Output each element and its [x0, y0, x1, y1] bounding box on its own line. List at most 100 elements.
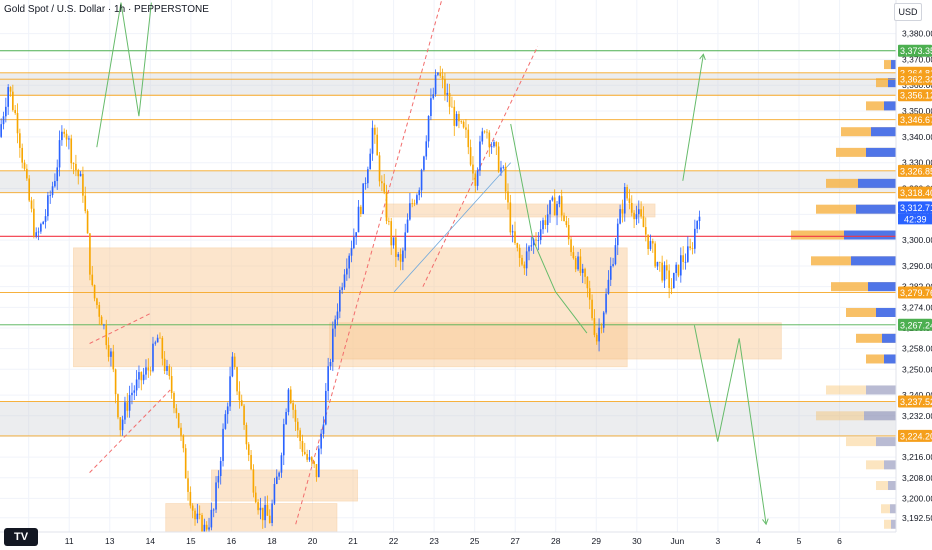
candle-body	[222, 428, 224, 462]
candle-body	[560, 196, 563, 216]
candle-body	[691, 248, 694, 249]
candle-body	[273, 483, 276, 504]
candle-body	[103, 324, 105, 326]
candle-body	[490, 146, 493, 148]
candle-body	[301, 441, 304, 452]
volume-profile-bar	[876, 481, 896, 491]
candle-body	[346, 268, 348, 275]
candle-body	[532, 239, 535, 246]
candle-body	[79, 173, 82, 177]
candle-body	[458, 113, 460, 122]
candle-body	[687, 246, 689, 262]
candle-body	[133, 390, 136, 393]
candle-body	[371, 127, 374, 154]
candle-body	[395, 237, 397, 257]
candle-body	[58, 140, 61, 168]
candle-body	[9, 87, 12, 92]
volume-profile-bar-blue	[891, 519, 896, 529]
candle-body	[329, 361, 332, 367]
candle-body	[250, 455, 252, 470]
price-tick-label: 3,258.00	[902, 344, 932, 354]
candle-body	[12, 91, 14, 111]
candle-body	[495, 142, 498, 147]
time-tick-label: 20	[308, 536, 318, 546]
grey-band	[0, 72, 896, 96]
candle-body	[208, 527, 210, 530]
candle-body	[30, 200, 33, 209]
price-tick-label: 3,216.00	[902, 452, 932, 462]
volume-profile-bar	[826, 385, 896, 395]
candle-body	[672, 272, 675, 289]
candle-body	[446, 92, 449, 95]
price-badge-label: 3,312.71	[900, 203, 932, 213]
supply-demand-zone	[384, 203, 656, 218]
volume-profile-bar-blue	[876, 437, 896, 447]
candle-body	[154, 342, 157, 344]
candle-body	[114, 369, 117, 395]
candle-body	[294, 409, 297, 422]
price-tick-label: 3,370.00	[902, 54, 932, 64]
candle-body	[362, 183, 364, 214]
candle-body	[623, 187, 626, 214]
candle-body	[642, 216, 645, 228]
price-badge	[898, 318, 932, 331]
candle-body	[107, 345, 110, 357]
candle-body	[201, 515, 203, 536]
candle-body	[215, 482, 217, 510]
candle-body	[383, 183, 386, 192]
candle-body	[112, 351, 115, 370]
candle-body	[135, 379, 138, 391]
price-tick-label: 3,330.00	[902, 158, 932, 168]
candle-body	[2, 116, 5, 125]
candle-body	[61, 131, 63, 141]
candle-body	[537, 240, 540, 241]
candle-body	[416, 195, 418, 204]
price-tick-label: 3,200.00	[902, 493, 932, 503]
candle-body	[292, 403, 294, 410]
candle-body	[376, 134, 379, 156]
price-tick-label: 3,240.00	[902, 390, 932, 400]
candle-body	[159, 337, 161, 339]
candle-body	[427, 115, 430, 142]
volume-profile-bar	[876, 78, 896, 88]
candle-body	[56, 167, 59, 182]
candle-body	[558, 196, 561, 204]
candle-body	[177, 413, 180, 428]
candle-body	[243, 405, 245, 425]
candle-body	[696, 221, 698, 229]
candle-body	[481, 131, 484, 142]
time-tick-label: 28	[551, 536, 561, 546]
candle-body	[546, 214, 549, 225]
candle-body	[119, 417, 122, 431]
candle-body	[212, 509, 215, 511]
candle-body	[595, 334, 598, 342]
candle-body	[189, 491, 192, 506]
candle-body	[397, 254, 400, 257]
candle-body	[462, 121, 465, 128]
candle-body	[497, 146, 500, 172]
candle-body	[126, 402, 129, 411]
candle-body	[334, 319, 336, 329]
candle-body	[630, 202, 633, 213]
candle-body	[574, 258, 577, 270]
volume-profile-bar-blue	[864, 411, 896, 421]
candle-body	[65, 133, 68, 140]
candle-body	[553, 197, 556, 216]
price-badge-label: 3,237.52	[900, 397, 932, 407]
candle-body	[448, 92, 451, 107]
time-tick-label: 13	[105, 536, 115, 546]
candle-body	[542, 220, 544, 230]
candle-body	[677, 264, 680, 276]
candle-body	[191, 505, 194, 511]
candle-body	[303, 451, 306, 455]
price-badge	[898, 164, 932, 177]
volume-profile-bar	[881, 504, 896, 514]
candle-body	[418, 190, 421, 196]
currency-selector[interactable]: USD	[894, 3, 922, 21]
candle-body	[205, 524, 208, 530]
price-tick-label: 3,274.00	[902, 302, 932, 312]
candle-body	[26, 168, 28, 179]
time-tick-label: 18	[267, 536, 277, 546]
candle-body	[556, 203, 558, 216]
